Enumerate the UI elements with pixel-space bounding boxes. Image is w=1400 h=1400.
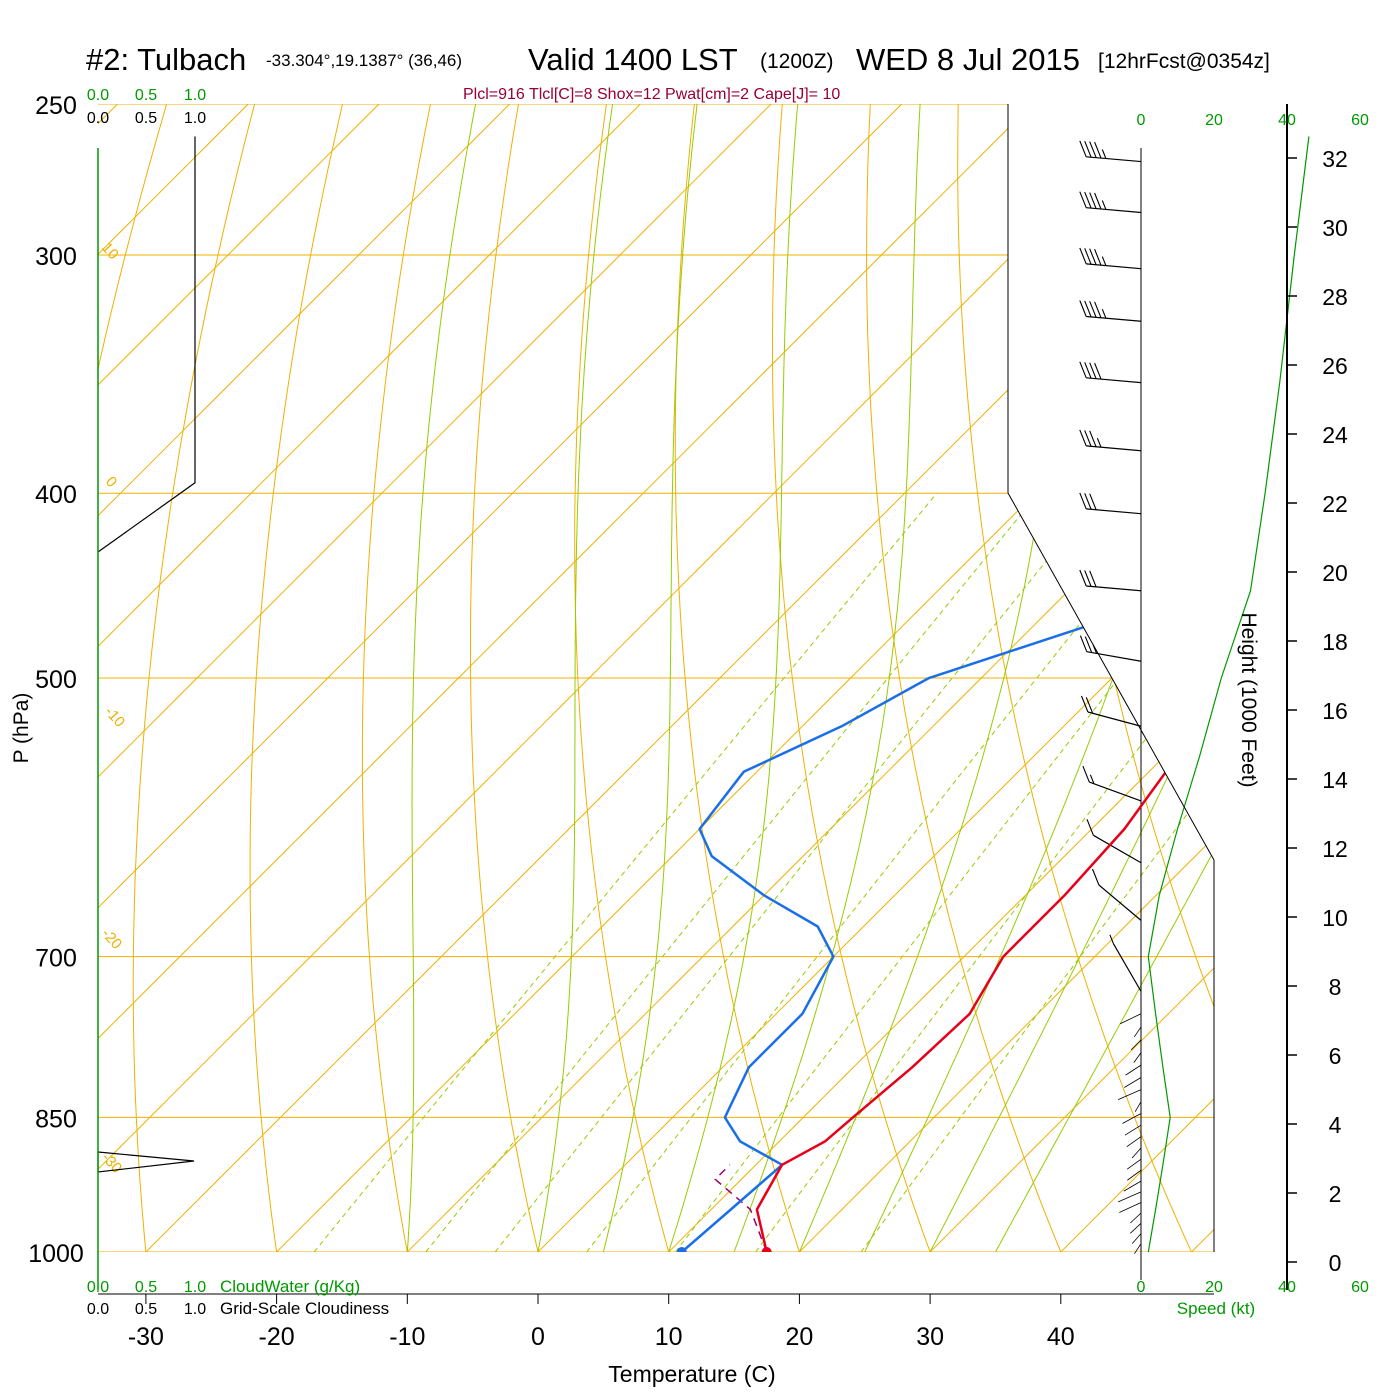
pressure-tick-label: 700 (35, 945, 77, 973)
wind-speed-label: Speed (kt) (1177, 1299, 1255, 1318)
height-tick-label: 28 (1322, 284, 1348, 310)
wind-speed-tick-top: 40 (1278, 112, 1296, 129)
bottom-cloudiness-tick-label: 0.5 (135, 1301, 157, 1318)
top-cloudiness-tick-label: 1.0 (184, 110, 206, 127)
bottom-cloudwater-tick-label: 0.0 (87, 1279, 109, 1296)
temperature-tick-label: 40 (1047, 1323, 1075, 1351)
zulu-time: (1200Z) (760, 50, 834, 73)
station-title: #2: Tulbach (86, 42, 246, 77)
temperature-tick-label: -10 (389, 1323, 425, 1351)
temperature-tick-label: 10 (655, 1323, 683, 1351)
wind-speed-tick-bottom: 60 (1351, 1279, 1369, 1296)
height-tick-label: 24 (1322, 422, 1348, 448)
height-tick-label: 18 (1322, 629, 1348, 655)
bottom-cloudiness-tick-label: 0.0 (87, 1301, 109, 1318)
station-location: -33.304°,19.1387° (36,46) (266, 51, 462, 70)
top-cloudiness-tick-label: 0.0 (87, 110, 109, 127)
height-axis-title: Height (1000 Feet) (1237, 612, 1260, 787)
height-tick-label: 32 (1322, 146, 1348, 172)
bottom-cloudwater-tick-label: 1.0 (184, 1279, 206, 1296)
bottom-cloudwater-tick-label: 0.5 (135, 1279, 157, 1296)
height-tick-label: 16 (1322, 698, 1348, 724)
pressure-tick-label: 500 (35, 666, 77, 694)
top-cloudwater-tick-label: 0.0 (87, 87, 109, 104)
height-tick-label: 26 (1322, 353, 1348, 379)
height-tick-label: 4 (1329, 1112, 1342, 1138)
pressure-tick-label: 250 (35, 92, 77, 120)
temperature-tick-label: -30 (128, 1323, 164, 1351)
forecast-info: [12hrFcst@0354z] (1098, 50, 1270, 73)
top-cloudwater-tick-label: 0.5 (135, 87, 157, 104)
height-tick-label: 12 (1322, 836, 1348, 862)
top-cloudiness-tick-label: 0.5 (135, 110, 157, 127)
height-tick-label: 30 (1322, 215, 1348, 241)
wind-speed-tick-bottom: 20 (1205, 1279, 1223, 1296)
temperature-tick-label: 30 (916, 1323, 944, 1351)
height-tick-label: 10 (1322, 905, 1348, 931)
pressure-tick-label: 1000 (28, 1240, 84, 1268)
height-tick-label: 8 (1329, 974, 1342, 1000)
bottom-cloudiness-tick-label: 1.0 (184, 1301, 206, 1318)
height-tick-label: 22 (1322, 491, 1348, 517)
temperature-tick-label: 20 (785, 1323, 813, 1351)
cloudiness-label: Grid-Scale Cloudiness (220, 1299, 389, 1318)
sounding-parameters: Plcl=916 Tlcl[C]=8 Shox=12 Pwat[cm]=2 Ca… (463, 86, 840, 103)
pressure-tick-label: 300 (35, 243, 77, 271)
height-tick-label: 0 (1329, 1250, 1342, 1276)
top-cloudwater-tick-label: 1.0 (184, 87, 206, 104)
height-tick-label: 14 (1322, 767, 1348, 793)
height-tick-label: 6 (1329, 1043, 1342, 1069)
wind-speed-tick-top: 20 (1205, 112, 1223, 129)
pressure-tick-label: 850 (35, 1105, 77, 1133)
wind-speed-tick-top: 0 (1137, 112, 1146, 129)
valid-time: Valid 1400 LST (528, 42, 738, 77)
x-axis-title: Temperature (C) (608, 1361, 775, 1387)
wind-speed-tick-top: 60 (1351, 112, 1369, 129)
temperature-tick-label: -20 (259, 1323, 295, 1351)
valid-date: WED 8 Jul 2015 (856, 42, 1080, 77)
height-tick-label: 2 (1329, 1181, 1342, 1207)
wind-speed-tick-bottom: 40 (1278, 1279, 1296, 1296)
pressure-tick-label: 400 (35, 481, 77, 509)
y-axis-title: P (hPa) (10, 693, 33, 764)
wind-speed-tick-bottom: 0 (1137, 1279, 1146, 1296)
cloudwater-label: CloudWater (g/Kg) (220, 1277, 360, 1296)
temperature-tick-label: 0 (531, 1323, 545, 1351)
height-tick-label: 20 (1322, 560, 1348, 586)
